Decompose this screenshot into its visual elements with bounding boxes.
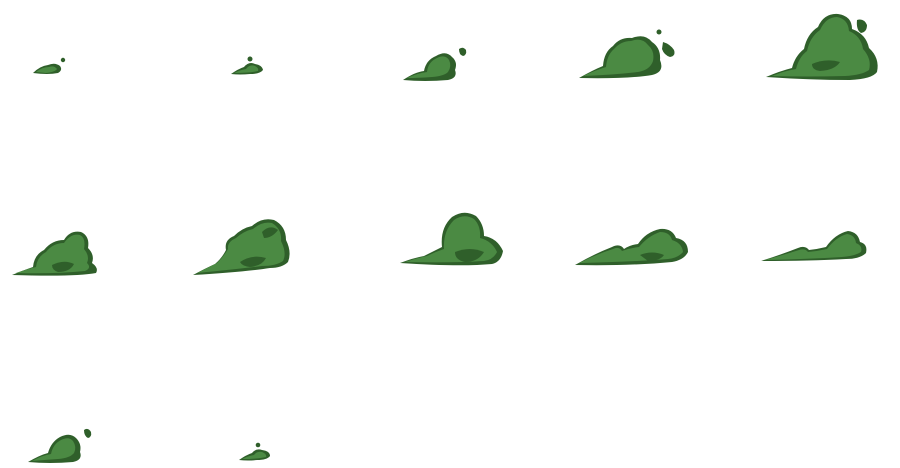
smoke-frame-9 [575, 228, 688, 266]
smoke-frame-3 [403, 47, 467, 81]
smoke-frame-10 [761, 231, 867, 261]
smoke-frame-7 [193, 219, 290, 275]
smoke-frame-11 [28, 428, 92, 463]
smoke-frame-12 [239, 442, 270, 461]
smoke-frame-1 [33, 57, 66, 74]
smoke-frame-6 [12, 231, 97, 276]
smoke-frame-2 [231, 56, 263, 75]
smoke-frame-5 [766, 13, 878, 80]
smoke-frame-4 [579, 29, 675, 79]
smoke-frame-8 [400, 212, 503, 266]
